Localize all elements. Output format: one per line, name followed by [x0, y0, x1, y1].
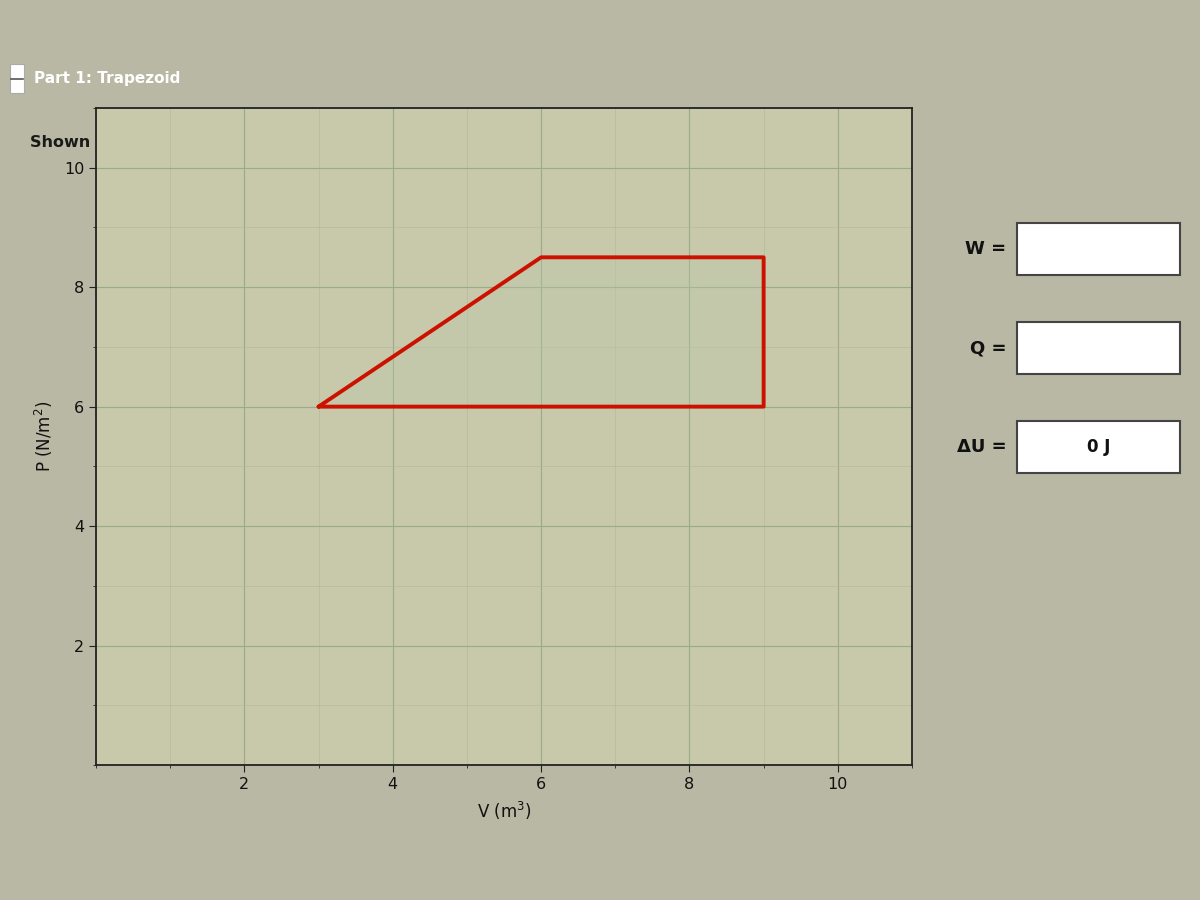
- Text: 0 J: 0 J: [1087, 438, 1110, 456]
- Y-axis label: P (N/m$^2$): P (N/m$^2$): [34, 400, 55, 472]
- Text: ΔU =: ΔU =: [956, 438, 1007, 456]
- Bar: [1016, 421, 1181, 473]
- Bar: [10, 64, 24, 94]
- X-axis label: V (m$^3$): V (m$^3$): [476, 800, 532, 823]
- Text: clockwise: clockwise: [370, 135, 456, 150]
- Text: W =: W =: [966, 240, 1007, 258]
- Text: Shown below is the PV-diagram for a: Shown below is the PV-diagram for a: [30, 135, 370, 150]
- Bar: [1016, 322, 1181, 374]
- Text: cycle. Determine the work done during t: cycle. Determine the work done during t: [456, 135, 829, 150]
- Polygon shape: [318, 257, 763, 407]
- Bar: [1016, 223, 1181, 274]
- Text: Part 1: Trapezoid: Part 1: Trapezoid: [34, 71, 180, 86]
- Text: Q =: Q =: [970, 339, 1007, 357]
